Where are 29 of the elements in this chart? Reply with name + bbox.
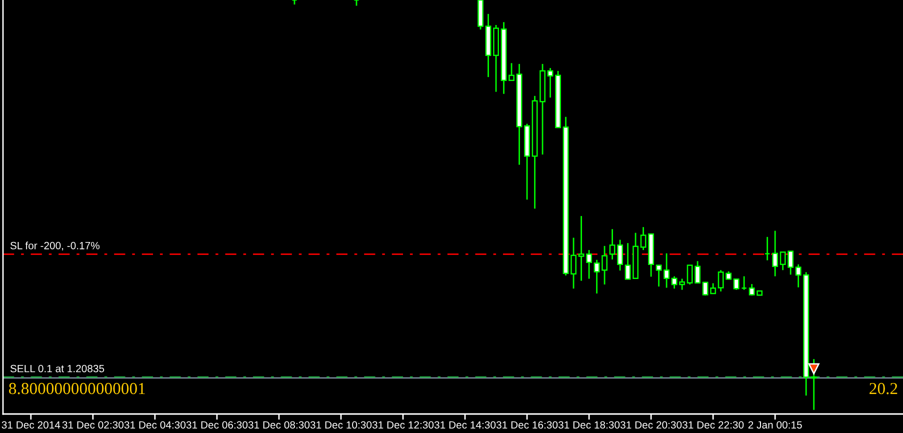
- x-tick-label: 31 Dec 10:30: [310, 421, 372, 429]
- candlestick: [547, 67, 554, 98]
- candlestick: [810, 358, 817, 411]
- ref-line-label: SELL 0.1 at 1.20835: [10, 364, 104, 372]
- annotation: 8.800000000000001: [9, 382, 145, 394]
- candlestick: [586, 249, 592, 280]
- x-tick-label: 31 Dec 18:30: [558, 421, 620, 429]
- candlestick: [578, 215, 584, 282]
- x-tick-label: 31 Dec 14:30: [434, 421, 496, 429]
- candlestick: [741, 276, 748, 290]
- candlestick: [772, 230, 778, 277]
- candlestick: [570, 237, 576, 290]
- x-tick-label: 31 Dec 04:30: [124, 421, 186, 429]
- candlestick: [733, 278, 740, 290]
- x-tick-label: 31 Dec 16:30: [496, 421, 558, 429]
- x-tick-label: 31 Dec 22:30: [682, 421, 744, 429]
- x-tick-label: 31 Dec 2014: [2, 421, 60, 429]
- x-tick-label: 31 Dec 20:30: [620, 421, 682, 429]
- x-tick-label: 2 Jan 00:15: [748, 421, 802, 429]
- candlestick: [508, 62, 514, 82]
- candlestick: [602, 245, 608, 286]
- candlestick: [764, 236, 770, 261]
- x-tick-label: 31 Dec 08:30: [248, 421, 310, 429]
- x-tick-label: 31 Dec 12:30: [372, 421, 434, 429]
- text: 20.2: [870, 382, 898, 394]
- x-tick-label: 31 Dec 06:30: [186, 421, 248, 429]
- candlestick: [594, 259, 600, 294]
- x-tick-label: 31 Dec 02:30: [62, 421, 124, 429]
- ref-line-label: SL for -200, -0.17%: [10, 242, 100, 251]
